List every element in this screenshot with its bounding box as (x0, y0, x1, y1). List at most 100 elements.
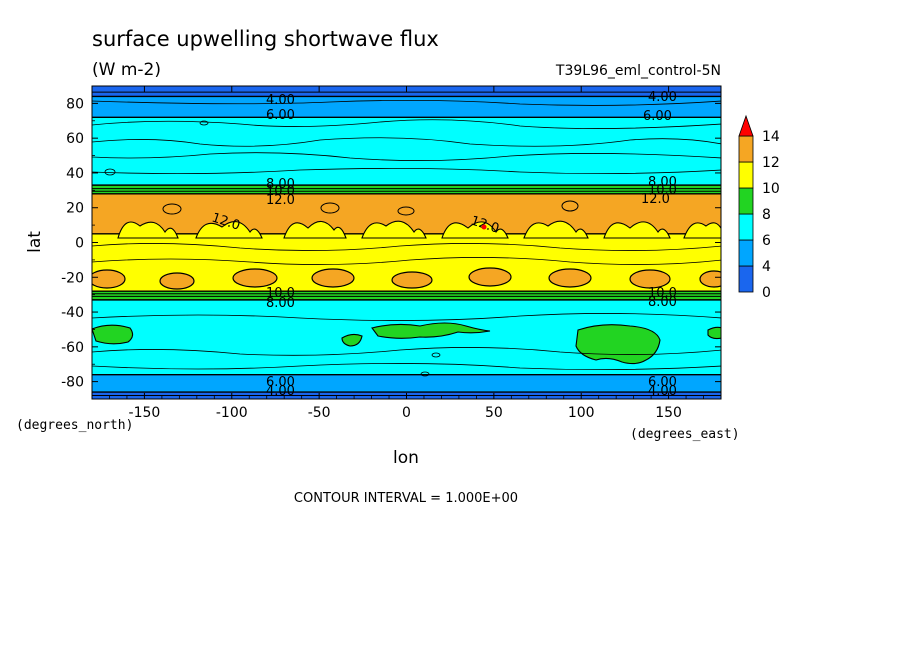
yellow-bay (283, 220, 347, 239)
colorbar-box (738, 239, 754, 267)
contour-label: 10.0 (266, 184, 295, 199)
chart-units: (W m-2) (92, 60, 161, 80)
contour-loop (420, 371, 430, 377)
colorbar-label: 4 (762, 259, 771, 275)
colorbar-arrow (738, 114, 754, 137)
x-units-label: (degrees_east) (630, 427, 740, 442)
dataset-label: T39L96_eml_control-5N (555, 63, 721, 79)
x-axis-title: lon (393, 448, 419, 468)
green-patch (371, 322, 491, 339)
contour-label: 12.0 (266, 193, 295, 208)
y-tick-label: 0 (75, 236, 84, 252)
contour-line (92, 168, 721, 174)
orange-cell (468, 267, 512, 287)
plot-area: 4.00 6.00 8.00 10.0 12.0 12.0 4.00 6.00 … (92, 86, 721, 399)
colorbar-label: 6 (762, 233, 771, 249)
colorbar-box (738, 161, 754, 189)
colorbar: 0 4 6 8 10 12 14 (738, 114, 780, 301)
colorbar-label: 12 (762, 155, 780, 171)
contour-line (92, 243, 721, 251)
contour-loop (199, 120, 209, 126)
yellow-bays (117, 220, 721, 239)
orange-cell (629, 269, 671, 289)
orange-cell (232, 268, 278, 288)
y-tick-label: 40 (66, 166, 84, 182)
contour-interval: CONTOUR INTERVAL = 1.000E+00 (294, 491, 518, 506)
contour-label: 6.00 (266, 375, 295, 390)
contour-line (92, 137, 721, 147)
red-marker (481, 224, 487, 230)
orange-band-holes (162, 200, 579, 216)
contour-label: 10.0 (648, 286, 677, 301)
colorbar-label: 0 (762, 285, 771, 301)
yellow-bay (523, 220, 589, 239)
green-patch (575, 324, 661, 365)
contour-label: 4.00 (648, 90, 677, 105)
x-tick-label: 100 (568, 405, 595, 421)
contour-loop (162, 203, 182, 215)
contour-line (92, 257, 721, 265)
x-axis: -150 -100 -50 0 50 100 150 (109, 86, 704, 421)
contour-loop (431, 352, 441, 358)
yellow-bay (603, 221, 671, 239)
colorbar-label: 14 (762, 129, 780, 145)
contour-label: 6.00 (643, 109, 672, 124)
contour-loop (397, 206, 415, 216)
x-tick-label: -50 (308, 405, 331, 421)
contour-band (92, 185, 721, 194)
orange-cell (92, 269, 126, 289)
yellow-bay (361, 220, 427, 239)
contour-label: 8.00 (266, 296, 295, 311)
yellow-bay (441, 221, 509, 239)
contour-label: 10.0 (266, 286, 295, 301)
contour-line (92, 100, 721, 106)
orange-cell (699, 270, 721, 288)
colorbar-box (738, 265, 754, 293)
contour-band (92, 96, 721, 118)
y-units-label: (degrees_north) (16, 418, 133, 433)
contour-band (92, 117, 721, 186)
contour-label: 10.0 (648, 183, 677, 198)
green-patch (92, 324, 134, 345)
y-tick-label: 80 (66, 96, 84, 112)
colorbar-label: 10 (762, 181, 780, 197)
y-tick-label: 20 (66, 201, 84, 217)
y-tick-label: -60 (61, 340, 84, 356)
orange-cell (159, 272, 195, 290)
colorbar-label: 8 (762, 207, 771, 223)
green-patch (707, 326, 721, 340)
contour-label: 6.00 (266, 108, 295, 123)
yellow-bay (195, 221, 263, 239)
contour-label: 4.00 (266, 384, 295, 399)
yellow-bay (117, 221, 179, 239)
colorbar-box (738, 187, 754, 215)
contour-label: 4.00 (266, 93, 295, 108)
chart-title: surface upwelling shortwave flux (92, 27, 439, 51)
x-tick-label: -150 (129, 405, 161, 421)
contour-loop (320, 202, 340, 214)
contour-label: 8.00 (266, 177, 295, 192)
y-tick-label: -80 (61, 375, 84, 391)
orange-cell (391, 271, 433, 289)
contour-label: 8.00 (648, 295, 677, 310)
contour-line (92, 363, 721, 370)
colorbar-box (738, 213, 754, 241)
contour-line (92, 313, 721, 321)
contour-loop (104, 168, 116, 176)
orange-cell (548, 268, 592, 288)
orange-cells-south (92, 267, 721, 290)
contour-lines (92, 100, 721, 377)
contour-line (92, 152, 721, 161)
x-tick-label: 50 (485, 405, 503, 421)
x-tick-label: 0 (402, 405, 411, 421)
contour-line (92, 119, 721, 129)
contour-label: 8.00 (648, 175, 677, 190)
x-tick-label: -100 (216, 405, 248, 421)
y-tick-label: -20 (61, 270, 84, 286)
green-patch (341, 333, 363, 347)
y-axis: 80 60 40 20 0 -20 -40 -60 -80 (61, 85, 721, 400)
x-tick-label: 150 (655, 405, 682, 421)
contour-label: 12.0 (641, 192, 670, 207)
contour-label: 6.00 (648, 375, 677, 390)
